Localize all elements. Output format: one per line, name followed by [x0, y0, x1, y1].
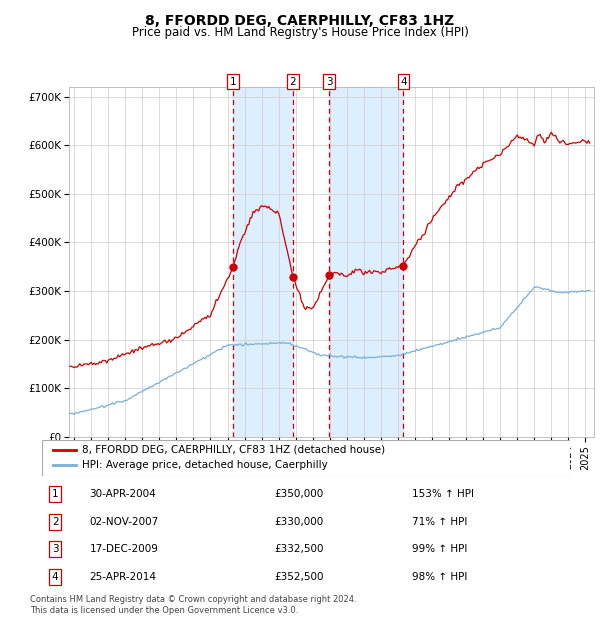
Text: £332,500: £332,500: [274, 544, 324, 554]
Text: 3: 3: [52, 544, 59, 554]
Text: 8, FFORDD DEG, CAERPHILLY, CF83 1HZ: 8, FFORDD DEG, CAERPHILLY, CF83 1HZ: [145, 14, 455, 28]
Text: £352,500: £352,500: [274, 572, 324, 582]
Text: Price paid vs. HM Land Registry's House Price Index (HPI): Price paid vs. HM Land Registry's House …: [131, 26, 469, 39]
Text: 8, FFORDD DEG, CAERPHILLY, CF83 1HZ (detached house): 8, FFORDD DEG, CAERPHILLY, CF83 1HZ (det…: [82, 445, 385, 454]
Text: 30-APR-2004: 30-APR-2004: [89, 489, 156, 499]
Text: 99% ↑ HPI: 99% ↑ HPI: [412, 544, 467, 554]
Text: 1: 1: [230, 77, 236, 87]
Text: HPI: Average price, detached house, Caerphilly: HPI: Average price, detached house, Caer…: [82, 461, 328, 471]
Bar: [329, 87, 403, 437]
Text: 25-APR-2014: 25-APR-2014: [89, 572, 157, 582]
Text: 17-DEC-2009: 17-DEC-2009: [89, 544, 158, 554]
Text: £330,000: £330,000: [274, 517, 323, 527]
Text: 02-NOV-2007: 02-NOV-2007: [89, 517, 159, 527]
Bar: [233, 87, 293, 437]
Text: 2: 2: [52, 517, 59, 527]
Text: 98% ↑ HPI: 98% ↑ HPI: [412, 572, 467, 582]
Text: £350,000: £350,000: [274, 489, 323, 499]
Text: 2: 2: [290, 77, 296, 87]
Text: 4: 4: [400, 77, 407, 87]
Text: 153% ↑ HPI: 153% ↑ HPI: [412, 489, 473, 499]
Text: Contains HM Land Registry data © Crown copyright and database right 2024.
This d: Contains HM Land Registry data © Crown c…: [30, 595, 356, 614]
Text: 3: 3: [326, 77, 332, 87]
Text: 4: 4: [52, 572, 59, 582]
Text: 71% ↑ HPI: 71% ↑ HPI: [412, 517, 467, 527]
Text: 1: 1: [52, 489, 59, 499]
